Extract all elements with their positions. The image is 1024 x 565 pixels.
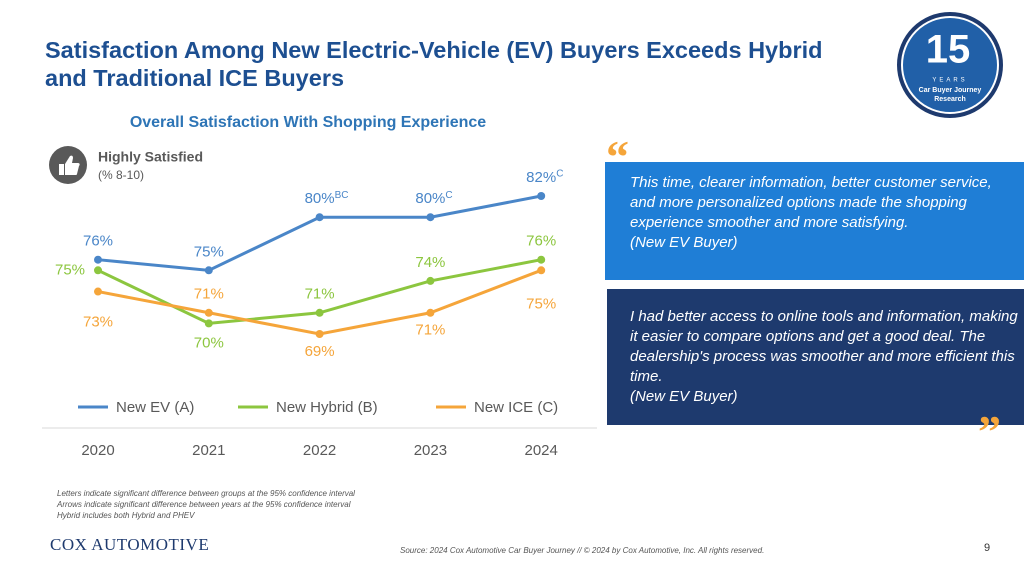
footnote: Letters indicate significant difference … (57, 489, 355, 498)
quote-box: I had better access to online tools and … (607, 289, 1024, 425)
page-number: 9 (984, 542, 991, 554)
x-tick-label: 2022 (303, 442, 336, 459)
chart-title: Overall Satisfaction With Shopping Exper… (130, 114, 486, 131)
point (204, 308, 213, 317)
legend-label: New Hybrid (B) (276, 399, 378, 416)
quote-attribution: (New EV Buyer) (630, 388, 738, 405)
point (204, 266, 213, 275)
point (204, 319, 213, 328)
x-tick-label: 2021 (192, 442, 225, 459)
logo: COX AUTOMOTIVE (50, 535, 210, 554)
measure: Highly Satisfied (98, 149, 203, 165)
legend-label: New ICE (C) (474, 399, 558, 416)
badge-text: Car Buyer Journey (919, 87, 982, 94)
data-label: 80% (305, 190, 335, 207)
point (537, 192, 546, 200)
close-quote-mark: ” (978, 406, 1001, 457)
footnotes: Letters indicate significant difference … (57, 488, 355, 521)
point (426, 213, 435, 222)
x-tick-label: 2024 (525, 442, 558, 459)
significance-label: BC (335, 190, 349, 201)
significance-label: C (556, 169, 563, 180)
data-label: 73% (83, 314, 113, 331)
quote-box: This time, clearer information, better c… (605, 162, 1024, 280)
point (537, 266, 546, 275)
point (94, 287, 102, 296)
point (315, 330, 324, 338)
point (537, 255, 546, 264)
quote-attribution: (New EV Buyer) (630, 234, 738, 251)
point (94, 266, 102, 275)
footnote: Hybrid includes both Hybrid and PHEV (57, 511, 195, 520)
data-label: 74% (415, 254, 445, 271)
data-label: 70% (194, 334, 224, 351)
data-label: 69% (305, 343, 335, 360)
data-label: 76% (83, 233, 113, 250)
quote-text: This time, clearer information, better c… (630, 174, 992, 231)
point (94, 255, 102, 264)
source: Source: 2024 Cox Automotive Car Buyer Jo… (400, 546, 765, 555)
quote-text: I had better access to online tools and … (630, 308, 1018, 385)
badge-text: Research (934, 96, 966, 103)
data-label: 80% (415, 190, 445, 207)
badge-number: 15 (926, 28, 971, 72)
badge (901, 16, 999, 114)
data-label: 75% (526, 295, 556, 312)
data-label: 76% (526, 233, 556, 250)
significance-label: C (445, 190, 452, 201)
data-label: 71% (415, 322, 445, 339)
thumb-icon-glyph (59, 155, 80, 175)
point (426, 276, 435, 285)
open-quote-mark: “ (606, 131, 629, 182)
data-label: 71% (305, 286, 335, 303)
point (426, 308, 435, 317)
point (315, 213, 324, 222)
x-tick-label: 2020 (81, 442, 114, 459)
badge-years: YEARS (932, 78, 967, 84)
x-tick-label: 2023 (414, 442, 447, 459)
point (315, 308, 324, 317)
data-label: 82% (526, 169, 556, 186)
data-label: 75% (194, 243, 224, 260)
footnote: Arrows indicate significant difference b… (57, 500, 351, 509)
legend-label: New EV (A) (116, 399, 194, 416)
slide-title: Satisfaction Among New Electric-Vehicle … (45, 37, 823, 91)
measure-note: (% 8-10) (98, 168, 144, 182)
data-label: 75% (55, 261, 85, 278)
data-label: 71% (194, 286, 224, 303)
